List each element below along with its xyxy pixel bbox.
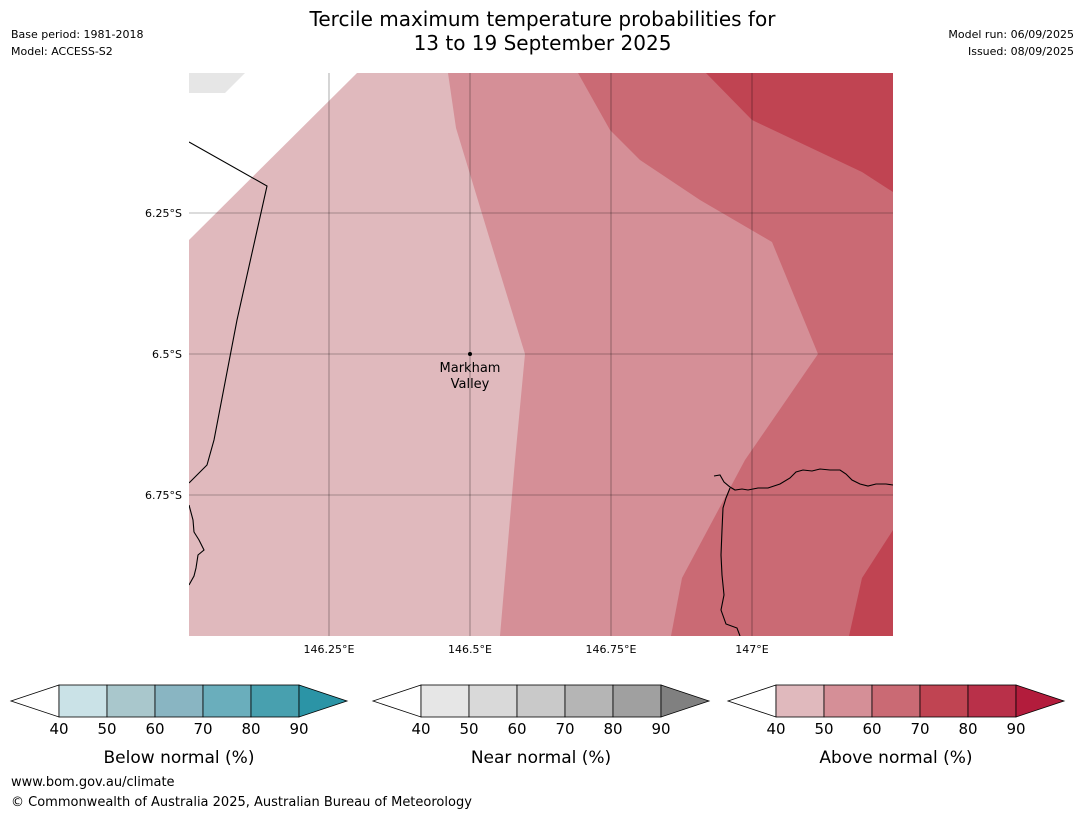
lat-label-6-5: 6.5°S	[152, 348, 182, 361]
legend-above-tick: 70	[910, 720, 929, 738]
header-left-info: Base period: 1981-2018 Model: ACCESS-S2	[11, 26, 143, 60]
lon-label-146-75: 146.75°E	[586, 643, 637, 656]
legend-near-swatch	[612, 684, 662, 718]
legends: 40 50 60 70 80 90 Below normal (%) 40 50 60 70 80 90…	[9, 684, 1066, 768]
location-marker[interactable]	[468, 352, 472, 356]
legend-below-tick: 70	[193, 720, 212, 738]
base-period-text: Base period: 1981-2018	[11, 28, 144, 41]
legend-above-min-extension	[726, 684, 777, 718]
legend-above-tick: 90	[1006, 720, 1025, 738]
legend-near-swatch	[516, 684, 566, 718]
legend-above-tick: 60	[862, 720, 881, 738]
legend-near-tick: 50	[459, 720, 478, 738]
region-above-70-80-north	[706, 73, 893, 192]
legend-below-label: Below normal (%)	[104, 748, 255, 768]
model-text: Model: ACCESS-S2	[11, 45, 113, 58]
legend-below: 40 50 60 70 80 90 Below normal (%)	[9, 684, 349, 768]
legend-below-swatch	[202, 684, 252, 718]
footer-url[interactable]: www.bom.gov.au/climate	[11, 775, 175, 790]
legend-near-tick: 90	[651, 720, 670, 738]
legend-near: 40 50 60 70 80 90 Near normal (%)	[371, 684, 711, 768]
legend-near-tick: 60	[507, 720, 526, 738]
gridlines	[189, 73, 893, 636]
legend-above-tick: 40	[766, 720, 785, 738]
legend-below-max-extension	[298, 684, 349, 718]
legend-above-max-extension	[1015, 684, 1066, 718]
legend-below-tick: 80	[241, 720, 260, 738]
legend-above-tick: 80	[958, 720, 977, 738]
legend-below-tick: 60	[145, 720, 164, 738]
legend-near-tick: 40	[411, 720, 430, 738]
legend-below-swatch	[58, 684, 108, 718]
legend-near-swatch	[468, 684, 518, 718]
map-area[interactable]: Markham Valley	[189, 73, 893, 636]
legend-below-swatch	[250, 684, 300, 718]
issued-text: Issued: 08/09/2025	[967, 45, 1074, 58]
map-title: Tercile maximum temperature probabilitie…	[0, 7, 1085, 55]
legend-below-min-extension	[9, 684, 60, 718]
model-run-text: Model run: 06/09/2025	[948, 28, 1074, 41]
region-near-40-50	[189, 73, 245, 93]
legend-above-label: Above normal (%)	[819, 748, 972, 768]
legend-near-swatch	[420, 684, 470, 718]
region-above-70-80-south	[849, 530, 893, 636]
lon-label-147: 147°E	[735, 643, 768, 656]
legend-above-tick: 50	[814, 720, 833, 738]
lat-label-6-75: 6.75°S	[145, 489, 182, 502]
title-line-1: Tercile maximum temperature probabilitie…	[309, 7, 776, 31]
legend-near-tick: 80	[603, 720, 622, 738]
legend-near-tick: 70	[555, 720, 574, 738]
footer-copyright: © Commonwealth of Australia 2025, Austra…	[11, 795, 472, 810]
legend-above-swatch	[967, 684, 1017, 718]
legend-above-swatch	[775, 684, 825, 718]
lat-axis-labels: 6.25°S 6.5°S 6.75°S	[145, 207, 182, 502]
legend-near-max-extension	[660, 684, 711, 718]
legend-below-tick: 90	[289, 720, 308, 738]
location-label-line-1: Markham	[440, 361, 501, 376]
lon-label-146-5: 146.5°E	[448, 643, 492, 656]
legend-below-tick: 50	[97, 720, 116, 738]
legend-above-swatch	[871, 684, 921, 718]
legend-above-swatch	[919, 684, 969, 718]
lon-axis-labels: 146.25°E 146.5°E 146.75°E 147°E	[304, 643, 769, 656]
legend-below-tick: 40	[49, 720, 68, 738]
legend-above-swatch	[823, 684, 873, 718]
legend-near-label: Near normal (%)	[471, 748, 611, 768]
legend-above: 40 50 60 70 80 90 Above normal (%)	[726, 684, 1066, 768]
location-label-line-2: Valley	[451, 377, 490, 392]
legend-below-swatch	[106, 684, 156, 718]
title-line-2: 13 to 19 September 2025	[413, 31, 672, 55]
legend-near-swatch	[564, 684, 614, 718]
coastline	[189, 141, 893, 636]
legend-below-swatch	[154, 684, 204, 718]
lat-label-6-25: 6.25°S	[145, 207, 182, 220]
header-right-info: Model run: 06/09/2025 Issued: 08/09/2025	[948, 26, 1074, 60]
legend-near-min-extension	[371, 684, 422, 718]
lon-label-146-25: 146.25°E	[304, 643, 355, 656]
